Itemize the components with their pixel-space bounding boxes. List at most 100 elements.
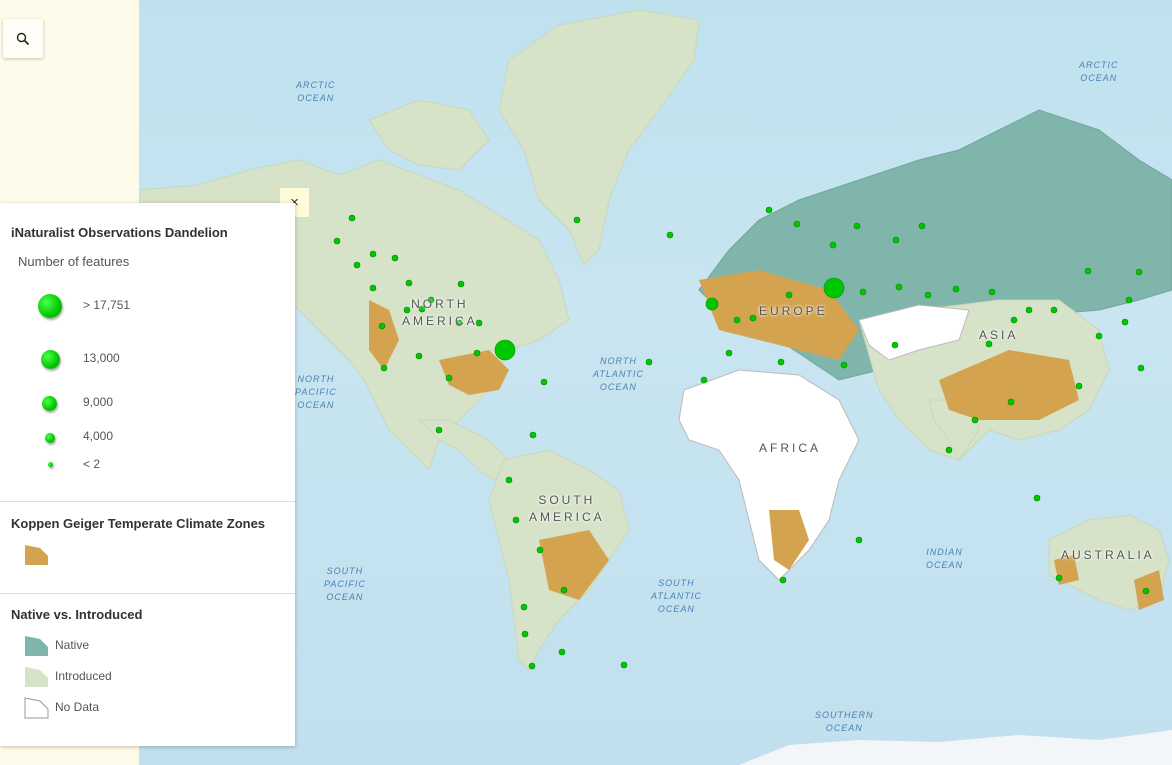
observation-point[interactable] [725, 349, 733, 357]
observation-point[interactable] [777, 358, 785, 366]
observation-point[interactable] [855, 536, 863, 544]
continent-label-australia: AUSTRALIA [1061, 548, 1155, 562]
observation-point[interactable] [1075, 382, 1083, 390]
legend-layer-title: Koppen Geiger Temperate Climate Zones [11, 516, 266, 531]
observation-point[interactable] [829, 241, 837, 249]
observation-point[interactable] [1142, 587, 1150, 595]
observation-point[interactable] [859, 288, 867, 296]
observation-point[interactable] [985, 340, 993, 348]
continent-label-south-america: SOUTH AMERICA [529, 493, 605, 524]
observation-point[interactable] [540, 378, 548, 386]
map-view[interactable]: ARCTIC OCEAN ARCTIC OCEAN NORTH PACIFIC … [139, 0, 1172, 765]
observation-point[interactable] [573, 216, 581, 224]
observation-point[interactable] [988, 288, 996, 296]
observation-point[interactable] [620, 661, 628, 669]
observation-point[interactable] [823, 277, 845, 299]
observation-point[interactable] [840, 361, 848, 369]
observation-point[interactable] [1084, 267, 1092, 275]
legend-symbol-size-2 [41, 350, 60, 369]
legend-class-label: > 17,751 [83, 298, 131, 312]
observation-point[interactable] [700, 376, 708, 384]
legend-symbol-native [25, 636, 48, 656]
legend-layer-title: Native vs. Introduced [11, 607, 143, 622]
observation-point[interactable] [445, 374, 453, 382]
legend-symbol-size-3 [42, 396, 57, 411]
observation-point[interactable] [473, 349, 481, 357]
observation-point[interactable] [749, 314, 757, 322]
observation-point[interactable] [405, 279, 413, 287]
observation-point[interactable] [733, 316, 741, 324]
observation-point[interactable] [1135, 268, 1143, 276]
observation-point[interactable] [891, 341, 899, 349]
observation-point[interactable] [892, 236, 900, 244]
temperate-na [439, 350, 509, 395]
observation-point[interactable] [853, 222, 861, 230]
observation-point[interactable] [1050, 306, 1058, 314]
temperate-na-west [369, 300, 399, 370]
ocean-label-arctic-west: ARCTIC OCEAN [296, 80, 336, 103]
observation-point[interactable] [924, 291, 932, 299]
map-canvas[interactable] [139, 0, 1172, 765]
observation-point[interactable] [435, 426, 443, 434]
observation-point[interactable] [785, 291, 793, 299]
observation-point[interactable] [378, 322, 386, 330]
observation-point[interactable] [1055, 574, 1063, 582]
observation-point[interactable] [1137, 364, 1145, 372]
observation-point[interactable] [455, 319, 463, 327]
observation-point[interactable] [918, 222, 926, 230]
greenland-region [498, 9, 700, 266]
observation-point[interactable] [1125, 296, 1133, 304]
observation-point[interactable] [369, 250, 377, 258]
observation-point[interactable] [705, 297, 719, 311]
legend-layer-title: iNaturalist Observations Dandelion [11, 225, 228, 240]
legend-symbol-introduced [25, 667, 48, 687]
ocean-label-arctic-east: ARCTIC OCEAN [1079, 60, 1119, 83]
legend-symbol-size-4 [45, 433, 55, 443]
search-icon [16, 32, 30, 45]
observation-point[interactable] [1033, 494, 1041, 502]
observation-point[interactable] [558, 648, 566, 656]
observation-point[interactable] [560, 586, 568, 594]
observation-point[interactable] [457, 280, 465, 288]
observation-point[interactable] [1007, 398, 1015, 406]
observation-point[interactable] [494, 339, 516, 361]
antarctica-region [739, 730, 1172, 765]
observation-point[interactable] [765, 206, 773, 214]
observation-point[interactable] [353, 261, 361, 269]
legend-divider [0, 501, 295, 502]
observation-point[interactable] [536, 546, 544, 554]
legend-item-label: Native [55, 638, 90, 652]
observation-point[interactable] [1025, 306, 1033, 314]
observation-point[interactable] [391, 254, 399, 262]
observation-point[interactable] [418, 305, 426, 313]
observation-point[interactable] [333, 237, 341, 245]
observation-point[interactable] [512, 516, 520, 524]
legend-symbol-size-5 [48, 462, 53, 467]
observation-point[interactable] [779, 576, 787, 584]
observation-point[interactable] [475, 319, 483, 327]
continent-label-north-america: NORTH AMERICA [402, 297, 478, 328]
observation-point[interactable] [528, 662, 536, 670]
observation-point[interactable] [529, 431, 537, 439]
observation-point[interactable] [380, 364, 388, 372]
observation-point[interactable] [415, 352, 423, 360]
observation-point[interactable] [1121, 318, 1129, 326]
observation-point[interactable] [895, 283, 903, 291]
observation-point[interactable] [369, 284, 377, 292]
observation-point[interactable] [520, 603, 528, 611]
observation-point[interactable] [427, 296, 435, 304]
observation-point[interactable] [348, 214, 356, 222]
africa-region [678, 369, 860, 581]
observation-point[interactable] [521, 630, 529, 638]
observation-point[interactable] [1095, 332, 1103, 340]
observation-point[interactable] [403, 306, 411, 314]
observation-point[interactable] [971, 416, 979, 424]
observation-point[interactable] [505, 476, 513, 484]
search-button[interactable] [3, 19, 43, 58]
observation-point[interactable] [793, 220, 801, 228]
observation-point[interactable] [645, 358, 653, 366]
observation-point[interactable] [666, 231, 674, 239]
observation-point[interactable] [945, 446, 953, 454]
observation-point[interactable] [1010, 316, 1018, 324]
observation-point[interactable] [952, 285, 960, 293]
